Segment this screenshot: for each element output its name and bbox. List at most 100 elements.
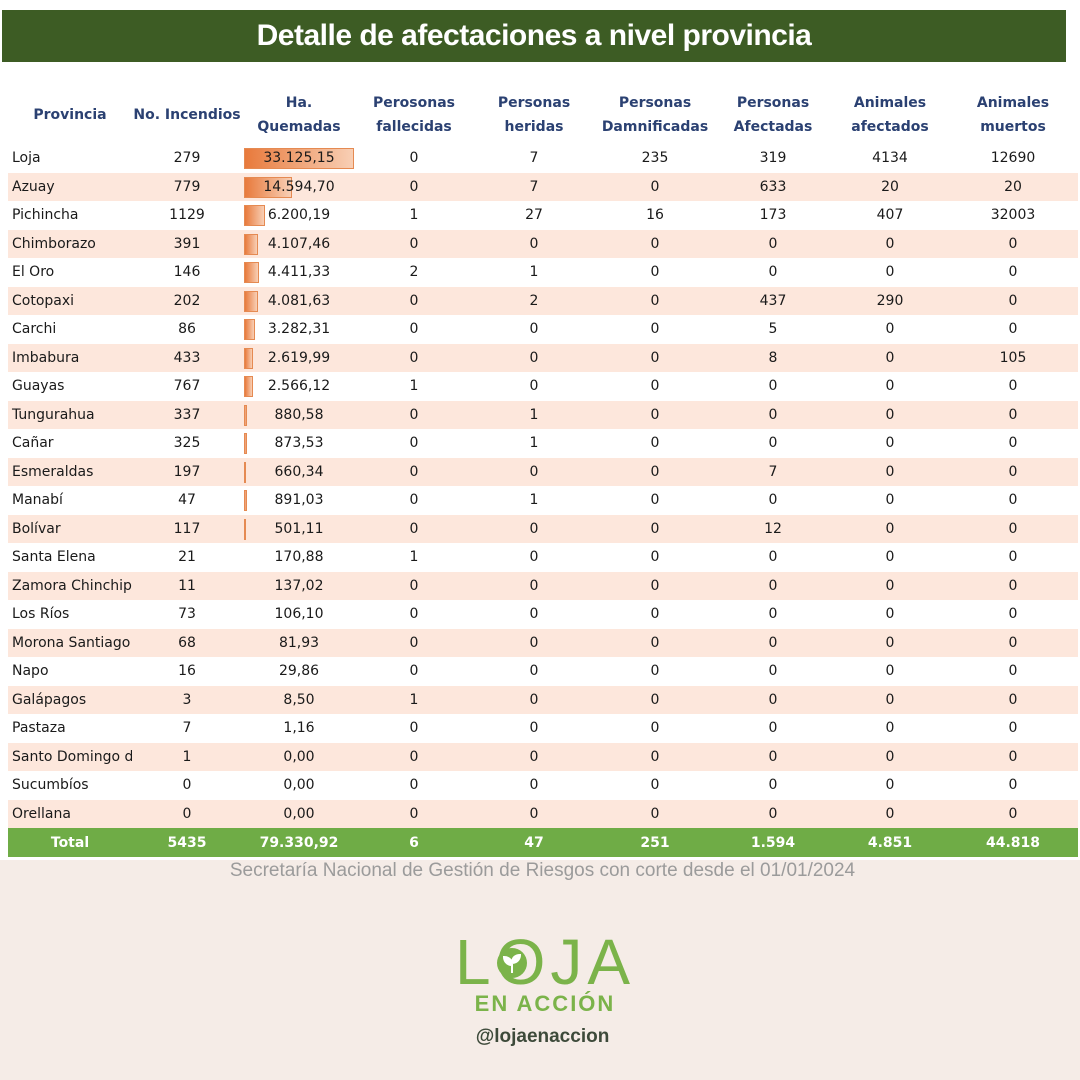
cell-incendios: 391 [132, 229, 242, 258]
cell-provincia: Azuay [8, 172, 132, 201]
cell-animales-afectados: 407 [832, 201, 948, 230]
col-header-provincia[interactable]: Provincia [33, 107, 107, 123]
table-row: El Oro 146 4.411,33 2 1 0 0 0 0 [8, 258, 1078, 287]
cell-animales-afectados: 0 [832, 429, 948, 458]
col-header-line: Personas [618, 95, 692, 111]
col-header-animales-muertos[interactable]: Animales muertos [948, 86, 1078, 144]
cell-animales-muertos: 0 [948, 514, 1078, 543]
col-header-animales-afectados[interactable]: Animales afectados [832, 86, 948, 144]
cell-fallecidas: 0 [356, 457, 472, 486]
cell-fallecidas: 1 [356, 201, 472, 230]
cell-value: 33.125,15 [263, 150, 335, 167]
data-bar [244, 319, 255, 340]
cell-incendios: 0 [132, 799, 242, 828]
col-header-fallecidas[interactable]: Perosonas fallecidas [356, 86, 472, 144]
cell-afectadas: 0 [714, 229, 832, 258]
table-row: Carchi 86 3.282,31 0 0 0 5 0 0 [8, 315, 1078, 344]
cell-afectadas: 7 [714, 457, 832, 486]
cell-afectadas: 0 [714, 571, 832, 600]
cell-hectareas: 0,00 [242, 742, 356, 771]
cell-heridas: 7 [472, 144, 596, 173]
total-heridas: 47 [472, 828, 596, 857]
col-header-heridas[interactable]: Personas heridas [472, 86, 596, 144]
cell-provincia: Guayas [8, 372, 132, 401]
cell-damnificadas: 0 [596, 457, 714, 486]
cell-heridas: 0 [472, 229, 596, 258]
cell-damnificadas: 0 [596, 742, 714, 771]
col-header-line: Damnificadas [601, 119, 709, 135]
cell-provincia: Cotopaxi [8, 286, 132, 315]
table-row: Loja 279 33.125,15 0 7 235 319 4134 12690 [8, 144, 1078, 173]
cell-damnificadas: 0 [596, 571, 714, 600]
cell-value: 1,16 [283, 720, 315, 737]
cell-incendios: 337 [132, 400, 242, 429]
cell-animales-muertos: 0 [948, 400, 1078, 429]
col-header-line: Personas [497, 95, 571, 111]
cell-hectareas: 33.125,15 [242, 144, 356, 173]
cell-value: 2.619,99 [267, 349, 331, 366]
cell-animales-afectados: 0 [832, 343, 948, 372]
cell-provincia: Zamora Chinchipe [8, 571, 132, 600]
cell-fallecidas: 0 [356, 514, 472, 543]
cell-fallecidas: 0 [356, 400, 472, 429]
table-row: Galápagos 3 8,50 1 0 0 0 0 0 [8, 685, 1078, 714]
cell-animales-muertos: 0 [948, 286, 1078, 315]
cell-heridas: 0 [472, 628, 596, 657]
cell-fallecidas: 0 [356, 429, 472, 458]
table-row: Santo Domingo de 1 0,00 0 0 0 0 0 0 [8, 742, 1078, 771]
cell-hectareas: 8,50 [242, 685, 356, 714]
table-row: Pichincha 1129 6.200,19 1 27 16 173 407 32003 [8, 201, 1078, 230]
cell-animales-muertos: 0 [948, 657, 1078, 686]
table-row: Cañar 325 873,53 0 1 0 0 0 0 [8, 429, 1078, 458]
cell-fallecidas: 0 [356, 600, 472, 629]
cell-provincia: Tungurahua [8, 400, 132, 429]
total-label: Total [8, 828, 132, 857]
cell-fallecidas: 1 [356, 685, 472, 714]
cell-afectadas: 0 [714, 799, 832, 828]
cell-animales-afectados: 0 [832, 372, 948, 401]
cell-animales-afectados: 0 [832, 714, 948, 743]
cell-fallecidas: 0 [356, 571, 472, 600]
cell-animales-muertos: 0 [948, 742, 1078, 771]
col-header-line: muertos [980, 119, 1046, 135]
logo-subtitle: EN ACCIÓN [474, 991, 616, 1016]
data-bar [244, 376, 253, 397]
cell-animales-muertos: 0 [948, 258, 1078, 287]
cell-fallecidas: 1 [356, 372, 472, 401]
cell-provincia: Morona Santiago [8, 628, 132, 657]
cell-fallecidas: 0 [356, 315, 472, 344]
col-header-hectareas[interactable]: Ha. Quemadas [257, 95, 341, 135]
cell-animales-afectados: 0 [832, 657, 948, 686]
cell-damnificadas: 0 [596, 714, 714, 743]
cell-incendios: 202 [132, 286, 242, 315]
cell-afectadas: 0 [714, 486, 832, 515]
total-animales-afectados: 4.851 [832, 828, 948, 857]
cell-fallecidas: 0 [356, 172, 472, 201]
cell-animales-afectados: 0 [832, 543, 948, 572]
cell-animales-muertos: 20 [948, 172, 1078, 201]
cell-provincia: Loja [8, 144, 132, 173]
col-header-incendios[interactable]: No. Incendios [133, 107, 241, 123]
col-header-damnificadas[interactable]: Personas Damnificadas [596, 86, 714, 144]
total-fallecidas: 6 [356, 828, 472, 857]
data-bar [244, 461, 247, 483]
social-handle[interactable]: @lojaenaccion [475, 1026, 610, 1047]
cell-hectareas: 106,10 [242, 600, 356, 629]
cell-heridas: 0 [472, 343, 596, 372]
cell-damnificadas: 0 [596, 685, 714, 714]
cell-animales-muertos: 0 [948, 543, 1078, 572]
cell-incendios: 146 [132, 258, 242, 287]
cell-incendios: 325 [132, 429, 242, 458]
cell-damnificadas: 0 [596, 771, 714, 800]
cell-fallecidas: 1 [356, 543, 472, 572]
cell-fallecidas: 0 [356, 486, 472, 515]
cell-incendios: 3 [132, 685, 242, 714]
cell-provincia: Orellana [8, 799, 132, 828]
cell-value: 873,53 [274, 435, 324, 452]
cell-value: 4.081,63 [267, 292, 331, 309]
col-header-afectadas[interactable]: Personas Afectadas [714, 86, 832, 144]
cell-provincia: Santo Domingo de [8, 742, 132, 771]
cell-hectareas: 4.411,33 [242, 258, 356, 287]
cell-value: 891,03 [274, 492, 324, 509]
cell-afectadas: 5 [714, 315, 832, 344]
